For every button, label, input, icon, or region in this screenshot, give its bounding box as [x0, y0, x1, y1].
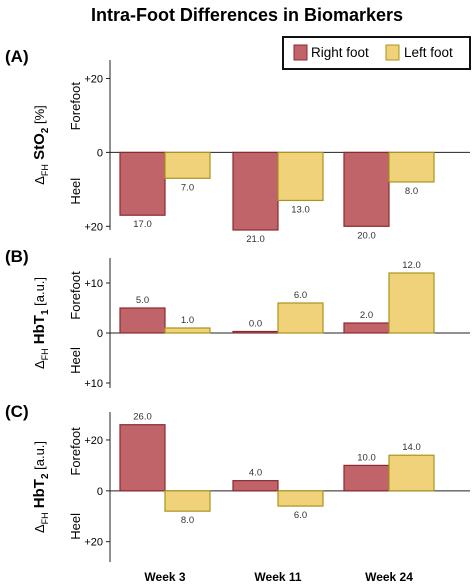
bar-right-foot-week-3: [119, 307, 166, 334]
y-axis-title: ΔFH StO2 [%]: [31, 105, 51, 185]
data-label-right-foot-week-3: 5.0: [136, 295, 149, 306]
y-title-sub: FH: [40, 348, 50, 360]
data-label-right-foot-week-11: 21.0: [246, 234, 265, 245]
bar-right-foot-week-11: [232, 480, 279, 492]
data-label-left-foot-week-11: 6.0: [294, 290, 307, 301]
x-axis-labels: Week 3 Week 11 Week 24: [144, 570, 413, 584]
y-title-delta: Δ: [32, 524, 47, 533]
data-label-right-foot-week-11: 4.0: [249, 468, 262, 479]
data-label-right-foot-week-11: 0.0: [249, 319, 262, 330]
y-axis-title: ΔFH HbT2 [a.u.]: [31, 441, 51, 533]
data-label-right-foot-week-3: 26.0: [133, 412, 152, 423]
x-tick-week-24: Week 24: [365, 570, 413, 584]
y-title-unit: [a.u.]: [32, 277, 47, 310]
y-tick-label: +10: [84, 278, 103, 290]
y-title-sub: FH: [40, 512, 50, 524]
y-title-delta: Δ: [32, 360, 47, 369]
y-title-sub: FH: [40, 164, 50, 176]
bar-left-foot-week-24: [388, 272, 435, 334]
bar-left-foot-week-24: [388, 151, 435, 183]
data-label-left-foot-week-24: 8.0: [405, 186, 418, 197]
data-label-right-foot-week-24: 10.0: [357, 452, 376, 463]
heel-label: Heel: [68, 347, 83, 374]
heel-label: Heel: [68, 513, 83, 540]
y-title-unit: [%]: [32, 105, 47, 127]
data-label-left-foot-week-24: 12.0: [402, 260, 421, 271]
y-title-name-sub: 2: [40, 473, 51, 479]
x-tick-week-3: Week 3: [144, 570, 185, 584]
bar-right-foot-week-3: [119, 151, 166, 216]
y-title-delta: Δ: [32, 176, 47, 185]
y-title-name-sub: 2: [40, 127, 51, 133]
x-tick-week-11: Week 11: [254, 570, 301, 584]
data-label-left-foot-week-11: 6.0: [294, 510, 307, 521]
legend-swatch-left-foot: [385, 44, 400, 61]
legend: Right foot Left foot: [282, 36, 471, 70]
data-label-left-foot-week-3: 1.0: [181, 315, 194, 326]
data-label-left-foot-week-3: 8.0: [181, 515, 194, 526]
data-label-right-foot-week-24: 2.0: [360, 310, 373, 321]
legend-label-right-foot: Right foot: [311, 45, 369, 60]
y-tick-label: 0: [97, 486, 103, 498]
legend-box: [282, 36, 471, 70]
forefoot-label: Forefoot: [68, 427, 83, 476]
y-title-name: StO: [31, 133, 48, 164]
panel-label: (C): [5, 402, 29, 421]
y-axis-title: ΔFH HbT1 [a.u.]: [31, 277, 51, 369]
y-tick-label: 0: [97, 328, 103, 340]
y-tick-label: 0: [97, 147, 103, 159]
y-tick-label: +20: [84, 73, 103, 85]
bar-left-foot-week-11: [277, 490, 324, 507]
forefoot-label: Forefoot: [68, 82, 83, 131]
bar-left-foot-week-3: [164, 490, 211, 512]
bar-left-foot-week-11: [277, 151, 324, 202]
bar-right-foot-week-24: [343, 151, 390, 227]
y-title-unit: [a.u.]: [32, 441, 47, 474]
data-label-left-foot-week-3: 7.0: [181, 182, 194, 193]
data-label-left-foot-week-24: 14.0: [402, 442, 421, 453]
bar-right-foot-week-11: [232, 330, 279, 334]
bar-left-foot-week-11: [277, 302, 324, 334]
heel-label: Heel: [68, 178, 83, 205]
bar-right-foot-week-24: [343, 322, 390, 334]
bar-left-foot-week-24: [388, 454, 435, 492]
y-title-name-sub: 1: [40, 309, 51, 315]
data-label-right-foot-week-24: 20.0: [357, 230, 376, 241]
bar-left-foot-week-3: [164, 151, 211, 179]
y-title-name: HbT: [31, 479, 48, 512]
y-tick-label: +10: [84, 378, 103, 390]
legend-label-left-foot: Left foot: [404, 45, 453, 60]
bar-right-foot-week-3: [119, 424, 166, 492]
forefoot-label: Forefoot: [68, 271, 83, 320]
panel-label: (A): [5, 47, 29, 66]
y-title-name: HbT: [31, 315, 48, 348]
data-label-left-foot-week-11: 13.0: [291, 204, 310, 215]
bar-left-foot-week-3: [164, 327, 211, 334]
legend-swatch-right-foot: [293, 44, 308, 61]
y-tick-label: +20: [84, 435, 103, 447]
y-tick-label: +20: [84, 221, 103, 233]
bar-right-foot-week-11: [232, 151, 279, 231]
data-label-right-foot-week-3: 17.0: [133, 219, 152, 230]
panel-label: (B): [5, 247, 29, 266]
y-tick-label: +20: [84, 537, 103, 549]
figure-title: Intra-Foot Differences in Biomarkers: [91, 5, 403, 25]
bar-right-foot-week-24: [343, 464, 390, 492]
